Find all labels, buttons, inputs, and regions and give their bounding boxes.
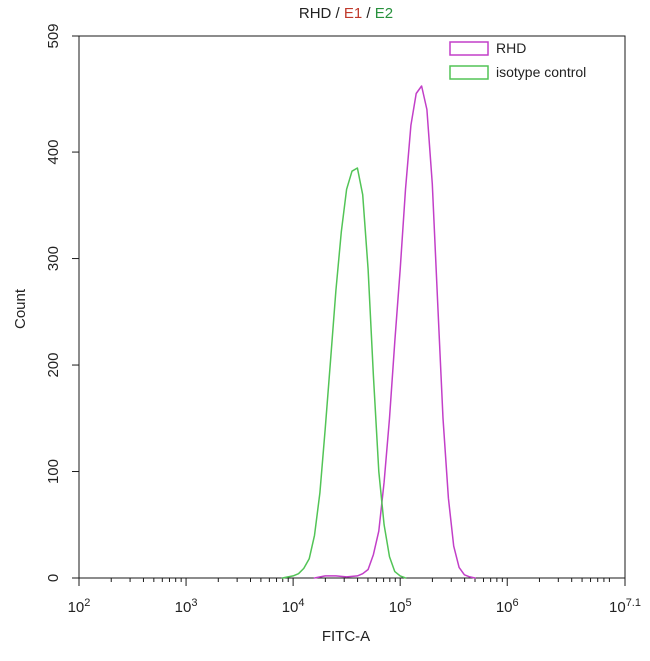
y-tick-label: 400 <box>45 140 62 165</box>
y-tick-label: 509 <box>45 23 62 48</box>
title-part: E2 <box>375 5 393 22</box>
series-layer <box>281 85 476 579</box>
y-tick-label: 200 <box>45 353 62 378</box>
x-tick-label: 103 <box>175 597 198 616</box>
chart-title: RHD / E1 / E2 <box>299 5 393 22</box>
x-tick-label: 106 <box>496 597 519 616</box>
x-tick-label: 105 <box>389 597 412 616</box>
legend-label: isotype control <box>496 64 586 80</box>
title-part: RHD <box>299 5 332 22</box>
y-tick-label: 300 <box>45 246 62 271</box>
title-part: / <box>331 5 344 22</box>
legend-swatch <box>449 41 489 56</box>
series-line-0 <box>313 85 476 579</box>
x-tick-label: 102 <box>68 597 91 616</box>
y-axis: 0 100 200 300 400 509 <box>45 23 79 582</box>
legend-swatch <box>449 65 489 80</box>
title-part: E1 <box>344 5 362 22</box>
x-tick-label: 104 <box>282 597 305 616</box>
x-axis-label: FITC-A <box>322 628 370 645</box>
y-axis-label: Count <box>12 288 29 329</box>
y-tick-label: 100 <box>45 459 62 484</box>
plot-area-frame <box>78 35 626 579</box>
y-tick-label: 0 <box>45 574 62 582</box>
x-axis: 102 103 104 105 106 107.1 <box>68 578 641 616</box>
series-line-1 <box>281 167 407 579</box>
legend: RHD isotype control <box>449 40 586 80</box>
title-part: / <box>362 5 375 22</box>
legend-label: RHD <box>496 40 526 56</box>
x-tick-label: 107.1 <box>609 597 641 616</box>
